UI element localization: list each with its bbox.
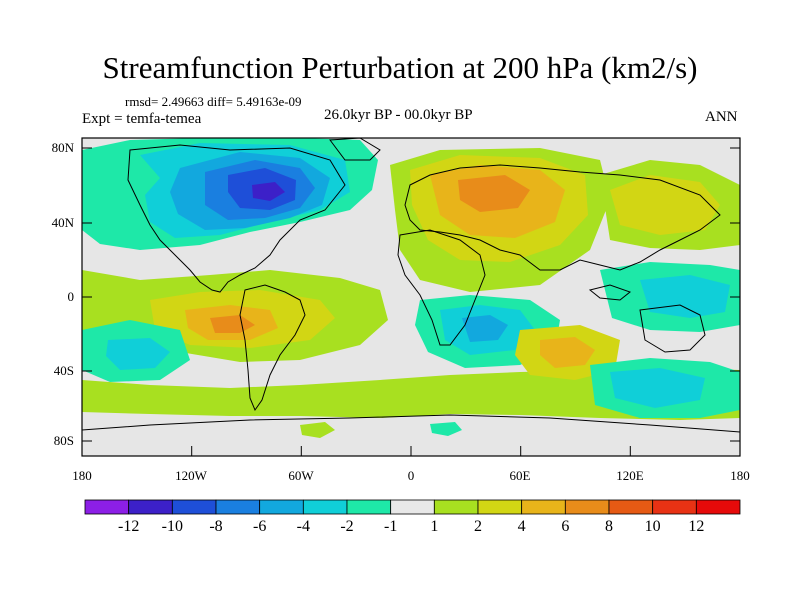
colorbar-box — [302, 499, 348, 515]
colorbar-label: -1 — [383, 518, 398, 535]
colorbar-box — [608, 499, 654, 515]
x-tick-120w: 120W — [175, 468, 207, 483]
season-label: ANN — [705, 109, 738, 125]
x-tick-120e: 120E — [616, 468, 644, 483]
colorbar-label: -10 — [161, 518, 183, 535]
colorbar-box — [84, 499, 130, 515]
colorbar-box — [390, 499, 435, 515]
colorbar-label: 10 — [644, 518, 661, 535]
colorbar-box — [477, 499, 523, 515]
contour-field — [82, 138, 740, 456]
colorbar-label: -2 — [340, 518, 354, 535]
colorbar — [84, 499, 741, 515]
experiment-label: Expt = temfa-temea — [82, 111, 202, 127]
colorbar-box — [433, 499, 479, 515]
period-label: 26.0kyr BP - 00.0kyr BP — [324, 107, 473, 123]
colorbar-label: -4 — [296, 518, 310, 535]
y-tick-40n: 40N — [51, 215, 74, 230]
y-tick-0: 0 — [67, 289, 75, 304]
colorbar-label: -12 — [117, 518, 140, 535]
x-tick-60w: 60W — [288, 468, 314, 483]
y-tick-40s: 40S — [53, 363, 74, 378]
colorbar-label: 6 — [561, 518, 570, 535]
colorbar-label: 12 — [688, 518, 705, 535]
x-tick-60e: 60E — [509, 468, 531, 483]
colorbar-box — [215, 499, 261, 515]
y-tick-80s: 80S — [53, 433, 74, 448]
coastlines — [82, 138, 740, 433]
axis-ticks — [81, 147, 741, 456]
colorbar-label: -8 — [209, 518, 223, 535]
colorbar-box — [652, 499, 697, 515]
colorbar-box — [346, 499, 392, 515]
colorbar-box — [564, 499, 610, 515]
colorbar-box — [521, 499, 566, 515]
colorbar-box — [695, 499, 741, 515]
plot-title: Streamfunction Perturbation at 200 hPa (… — [102, 50, 698, 85]
colorbar-label: -6 — [252, 518, 267, 535]
colorbar-label: 1 — [430, 518, 439, 535]
x-tick-0: 0 — [407, 468, 415, 483]
colorbar-box — [128, 499, 173, 515]
x-tick-180w: 180 — [72, 468, 92, 483]
colorbar-label: 8 — [605, 518, 613, 535]
colorbar-box — [259, 499, 304, 515]
colorbar-label: 4 — [517, 518, 526, 535]
colorbar-box — [171, 499, 217, 515]
y-tick-80n: 80N — [51, 140, 74, 155]
stats-label: rmsd= 2.49663 diff= 5.49163e-09 — [125, 94, 302, 109]
x-tick-180e: 180 — [730, 468, 750, 483]
colorbar-label: 2 — [474, 518, 482, 535]
